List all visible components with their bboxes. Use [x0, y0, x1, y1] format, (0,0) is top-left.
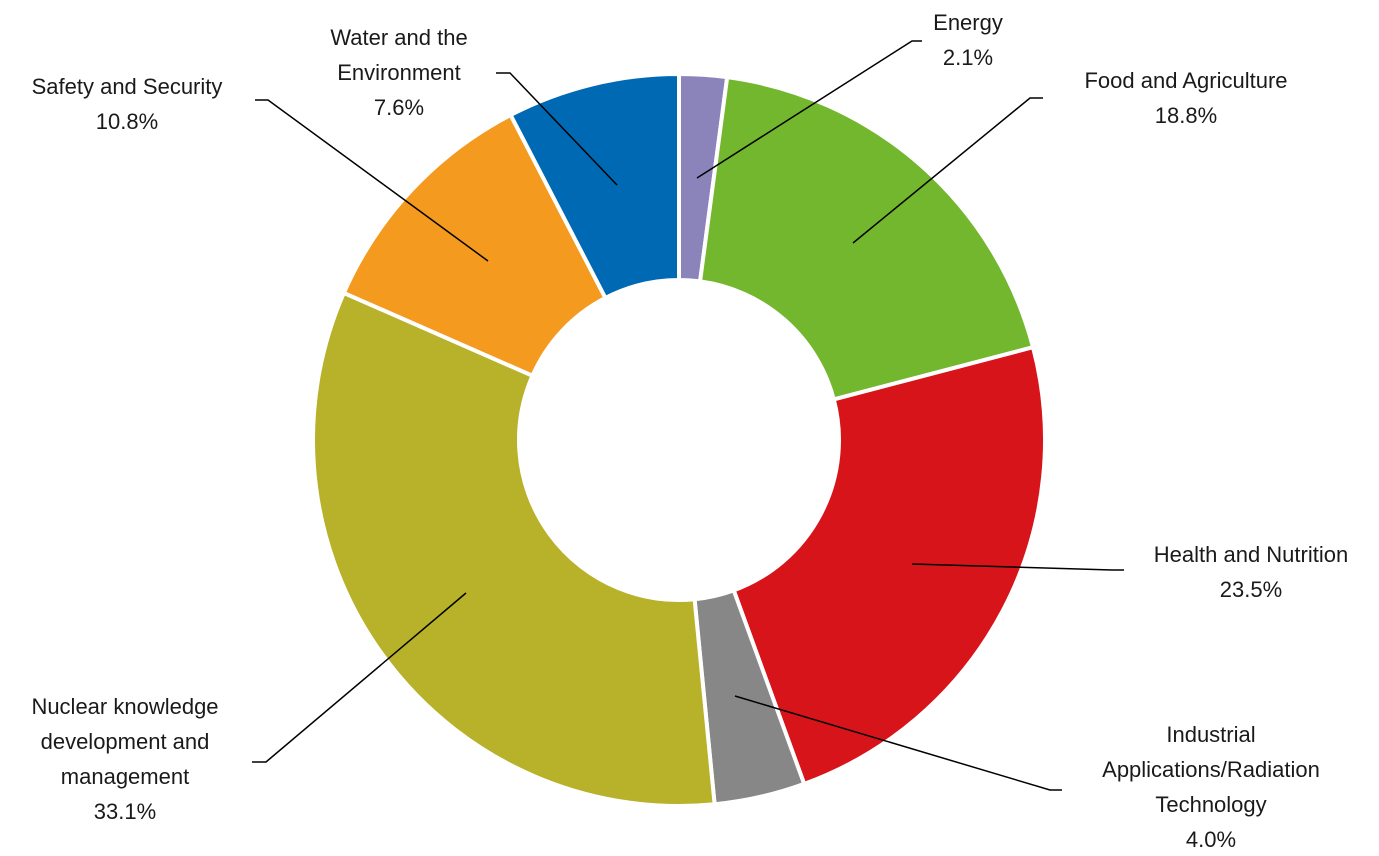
slice-water-and-the-environment [507, 71, 681, 301]
data-label-food-and-agriculture: Food and Agriculture 18.8% [1084, 68, 1287, 128]
data-label-safety-and-security: Safety and Security 10.8% [32, 74, 223, 134]
leader-lines [252, 40, 1124, 791]
slice-safety-and-security [341, 112, 609, 379]
data-label-nuclear-knowledge-development-and-management: Nuclear knowledge development and manageme… [31, 694, 218, 824]
leader-line-industrial-applications-radiation-technology [734, 695, 1062, 791]
leader-line-nuclear-knowledge-development-and-management [252, 592, 467, 763]
slices [311, 71, 1047, 808]
data-label-water-and-the-environment: Water and the Environment 7.6% [330, 25, 467, 120]
leader-line-safety-and-security [255, 99, 489, 262]
data-label-industrial-applications-radiation-technology: Industrial Applications/Radiation Technolo… [1102, 722, 1320, 852]
slice-health-and-nutrition [731, 344, 1047, 787]
leader-line-water-and-the-environment [496, 72, 618, 186]
data-labels: Energy 2.1% Food and Agriculture 18.8% Healt… [31, 10, 1348, 852]
leader-line-energy [696, 40, 922, 179]
slice-nuclear-knowledge-development-and-management [311, 290, 717, 808]
data-label-health-and-nutrition: Health and Nutrition 23.5% [1154, 542, 1348, 602]
slice-food-and-agriculture [697, 74, 1036, 402]
leader-line-food-and-agriculture [852, 97, 1043, 244]
leader-line-health-and-nutrition [911, 563, 1124, 571]
data-label-energy: Energy 2.1% [933, 10, 1003, 70]
